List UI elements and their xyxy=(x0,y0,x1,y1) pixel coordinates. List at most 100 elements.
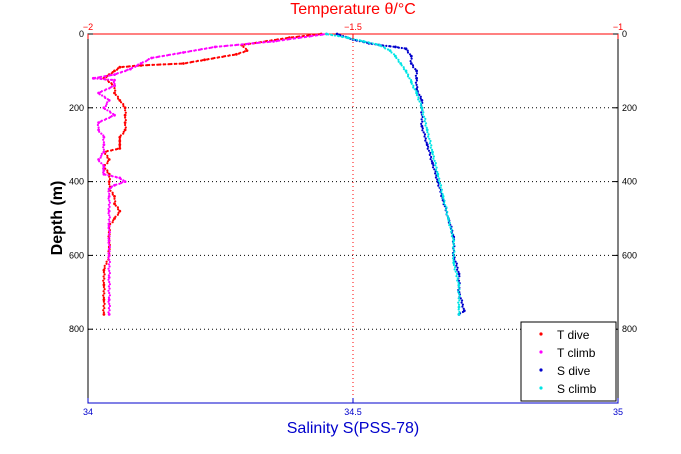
trace-dot xyxy=(429,139,432,143)
data-point xyxy=(102,165,106,169)
trace-dot xyxy=(455,275,458,278)
trace-dot xyxy=(120,101,123,104)
trace-dot xyxy=(450,235,453,238)
trace-dot xyxy=(110,72,113,75)
trace-dot xyxy=(442,197,445,200)
data-point xyxy=(420,106,424,110)
data-point xyxy=(118,209,122,213)
trace-dot xyxy=(107,300,110,303)
data-point xyxy=(150,56,154,60)
trace-dot xyxy=(423,135,426,138)
trace-dot xyxy=(447,219,450,222)
trace-dot xyxy=(104,152,107,155)
trace-dot xyxy=(200,59,203,62)
trace-dot xyxy=(457,281,460,284)
trace-dot xyxy=(415,72,418,75)
data-point xyxy=(441,195,445,198)
trace-dot xyxy=(156,63,159,66)
trace-dot xyxy=(113,82,116,85)
data-point xyxy=(113,113,116,117)
trace-dot xyxy=(114,204,117,207)
trace-dot xyxy=(121,65,124,69)
trace-dot xyxy=(189,61,192,64)
data-point xyxy=(325,32,328,36)
trace-dot xyxy=(419,104,422,107)
data-point xyxy=(97,128,100,132)
trace-dot xyxy=(412,84,415,87)
trace-dot xyxy=(422,111,425,114)
data-point xyxy=(113,91,116,95)
trace-dot xyxy=(452,241,455,244)
legend-marker xyxy=(539,332,543,336)
trace-dot xyxy=(101,94,104,97)
trace-dot xyxy=(115,72,118,75)
legend-label: S dive xyxy=(557,364,591,378)
trace-dot xyxy=(117,97,120,100)
trace-dot xyxy=(108,116,111,119)
trace-dot xyxy=(417,98,420,101)
trace-dot xyxy=(437,184,440,187)
trace-dot xyxy=(157,63,160,66)
trace-dot xyxy=(426,147,429,150)
trace-dot xyxy=(406,75,410,78)
trace-dot xyxy=(457,286,460,289)
trace-dot xyxy=(429,158,432,161)
trace-dot xyxy=(103,75,106,78)
trace-dot xyxy=(384,47,387,50)
trace-dot xyxy=(97,126,100,129)
trace-dot xyxy=(452,248,455,251)
data-point xyxy=(452,239,456,243)
trace-dot xyxy=(434,168,438,171)
trace-dot xyxy=(407,73,410,76)
data-point xyxy=(447,217,450,220)
top-axis-title: Temperature θ/°C xyxy=(290,1,416,18)
trace-dot xyxy=(108,304,111,308)
trace-dot xyxy=(427,133,430,136)
grid xyxy=(88,34,618,403)
trace-dot xyxy=(422,131,425,134)
trace-dot xyxy=(371,42,374,45)
trace-dot xyxy=(107,190,110,193)
trace-dot xyxy=(445,213,448,216)
trace-dot xyxy=(452,263,455,267)
trace-dot xyxy=(284,37,287,40)
data-point xyxy=(378,43,381,47)
trace-dot xyxy=(122,104,125,108)
trace-dot xyxy=(461,305,464,308)
trace-dot xyxy=(108,260,111,264)
trace-dot xyxy=(457,301,460,304)
trace-dot xyxy=(456,279,459,282)
trace-dot xyxy=(433,168,436,171)
trace-dot xyxy=(457,308,460,311)
trace-dot xyxy=(424,139,427,142)
trace-dot xyxy=(108,302,111,305)
trace-dot xyxy=(419,97,422,100)
trace-dot xyxy=(430,144,433,147)
trace-dot xyxy=(98,93,101,96)
trace-dot xyxy=(116,206,119,209)
trace-dot xyxy=(115,68,119,71)
trace-dot xyxy=(105,260,108,263)
trace-dot xyxy=(100,77,103,81)
data-point xyxy=(107,313,111,316)
data-point xyxy=(346,36,350,40)
trace-dot xyxy=(458,310,461,314)
data-point xyxy=(102,135,106,139)
trace-dot xyxy=(107,248,110,251)
trace-dot xyxy=(108,235,111,238)
trace-dot xyxy=(359,39,363,43)
data-point xyxy=(113,73,116,76)
trace-dot xyxy=(441,193,444,196)
trace-dot xyxy=(100,162,103,165)
trace-dot xyxy=(436,170,439,174)
trace-dot xyxy=(99,156,102,159)
trace-dot xyxy=(426,131,429,134)
trace-dot xyxy=(107,207,110,211)
trace-dot xyxy=(280,37,283,41)
legend-box xyxy=(520,321,617,402)
trace-dot xyxy=(428,142,432,145)
trace-dot xyxy=(110,78,114,81)
trace-dot xyxy=(118,145,121,148)
trace-dot xyxy=(454,260,457,263)
data-point xyxy=(107,254,111,257)
